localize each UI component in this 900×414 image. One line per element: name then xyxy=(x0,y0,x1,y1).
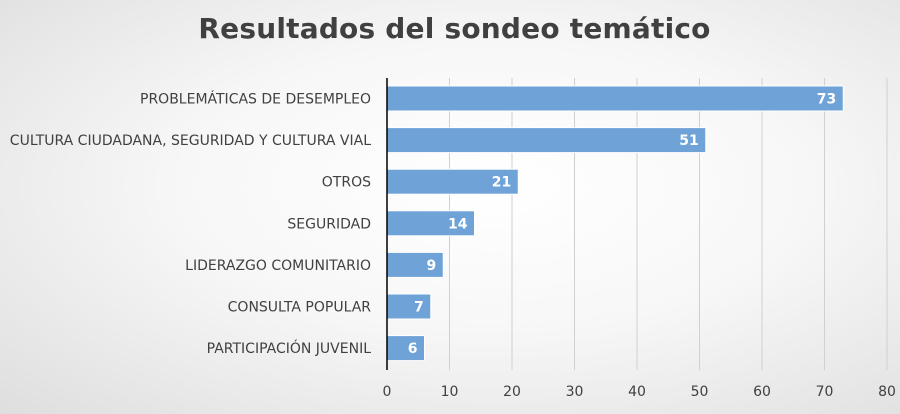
x-tick-label: 80 xyxy=(878,384,896,400)
x-tick-label: 50 xyxy=(691,384,709,400)
bar xyxy=(386,251,444,278)
data-label: 51 xyxy=(679,133,698,149)
data-label: 7 xyxy=(414,300,424,316)
data-label: 14 xyxy=(448,216,468,232)
gridlines xyxy=(449,78,888,370)
category-label: OTROS xyxy=(322,175,371,191)
x-tick-label: 60 xyxy=(753,384,771,400)
bar xyxy=(386,210,475,237)
bar xyxy=(386,85,844,112)
category-label: CONSULTA POPULAR xyxy=(228,300,372,316)
bar xyxy=(386,127,707,154)
category-label: SEGURIDAD xyxy=(287,216,371,232)
x-tick-label: 10 xyxy=(441,384,459,400)
category-label: LIDERAZGO COMUNITARIO xyxy=(185,258,371,274)
category-label: PROBLEMÁTICAS DE DESEMPLEO xyxy=(140,91,371,108)
x-tick-label: 70 xyxy=(816,384,834,400)
bar xyxy=(386,293,432,320)
data-label: 9 xyxy=(427,258,437,274)
data-label: 6 xyxy=(408,341,418,357)
data-label: 21 xyxy=(492,175,511,191)
bar xyxy=(386,335,425,362)
category-label: CULTURA CIUDADANA, SEGURIDAD Y CULTURA V… xyxy=(10,133,371,149)
data-label: 73 xyxy=(817,92,836,108)
x-tick-label: 0 xyxy=(383,384,392,400)
labels: 0 10 20 30 40 50 60 70 80 PROBLEMÁTICAS DE DESEMP… xyxy=(10,91,896,401)
x-tick-label: 20 xyxy=(503,384,521,400)
category-label: PARTICIPACIÓN JUVENIL xyxy=(207,339,372,357)
x-tick-label: 30 xyxy=(566,384,584,400)
x-tick-label: 40 xyxy=(628,384,646,400)
chart-title: Resultados del sondeo temático xyxy=(198,12,711,45)
